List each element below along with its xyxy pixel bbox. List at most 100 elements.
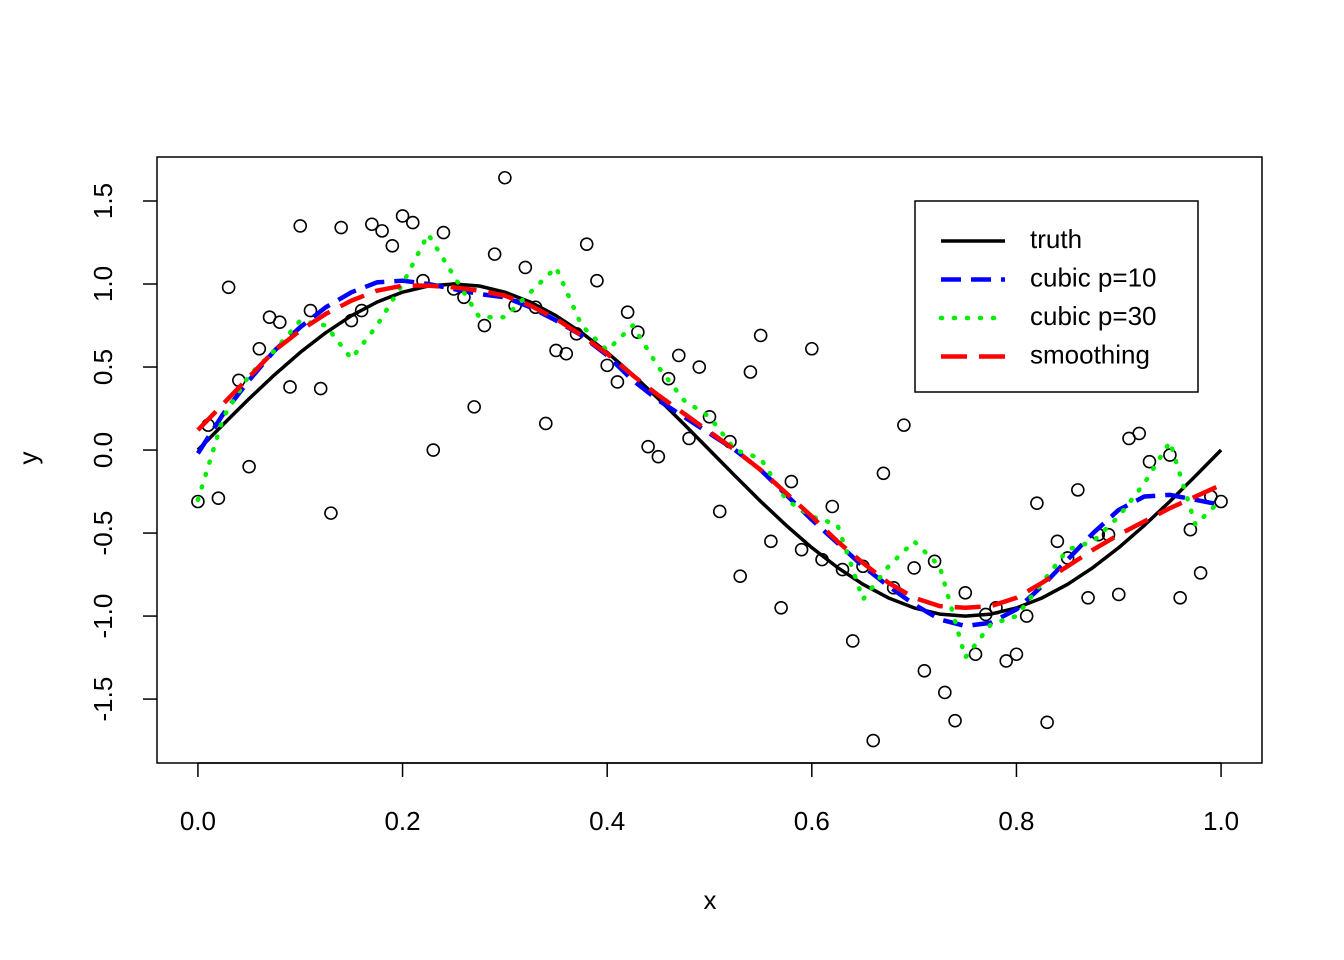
data-point [1019, 609, 1034, 623]
y-tick-label: -0.5 [88, 511, 118, 556]
x-tick-label: 1.0 [1203, 806, 1239, 836]
data-point [733, 569, 747, 584]
y-axis-title: y [13, 452, 43, 465]
legend-label: cubic p=30 [1030, 301, 1156, 331]
data-point [1050, 534, 1065, 549]
data-point [498, 170, 512, 185]
data-point [897, 418, 911, 432]
data-point [324, 506, 338, 520]
data-point [252, 341, 267, 356]
data-point [477, 318, 492, 333]
y-tick-label: -1.0 [88, 594, 118, 639]
data-point [221, 280, 236, 295]
data-point [538, 416, 553, 431]
data-point [743, 365, 758, 379]
data-point [907, 561, 921, 575]
y-tick-label: -1.5 [88, 677, 118, 722]
data-point [784, 474, 799, 489]
data-point [590, 273, 604, 288]
data-point [948, 713, 962, 728]
data-point [395, 209, 410, 223]
x-tick-label: 0.6 [794, 806, 830, 836]
data-point [938, 685, 952, 700]
data-point [375, 224, 389, 238]
data-point [1214, 494, 1228, 509]
data-point [1142, 454, 1157, 469]
data-point [365, 217, 379, 232]
data-point [661, 371, 676, 386]
data-point [1030, 496, 1044, 510]
data-point [272, 315, 287, 329]
data-point [631, 325, 645, 339]
data-point [958, 586, 973, 600]
data-point [692, 360, 707, 374]
data-point [600, 358, 614, 373]
y-tick-label: 1.0 [88, 266, 118, 302]
data-point [774, 600, 788, 615]
data-point [620, 305, 635, 320]
data-point [805, 341, 819, 356]
x-tick-label: 0.2 [384, 806, 420, 836]
data-point [866, 733, 881, 748]
data-point [334, 220, 348, 235]
y-tick-label: 0.5 [88, 349, 118, 385]
x-axis-title: x [704, 885, 717, 915]
y-tick-label: 1.5 [88, 183, 118, 219]
data-point [385, 239, 400, 253]
data-point [426, 443, 441, 457]
x-tick-label: 0.8 [998, 806, 1034, 836]
data-point [467, 400, 481, 414]
data-point [559, 346, 574, 361]
data-point [313, 381, 328, 396]
data-point [999, 654, 1014, 668]
data-point [712, 504, 727, 519]
data-point [436, 225, 451, 240]
data-point [753, 328, 768, 343]
data-point [1111, 587, 1126, 602]
data-point [876, 466, 891, 481]
data-point [487, 247, 502, 261]
data-point [579, 237, 594, 251]
data-point [283, 380, 297, 394]
data-point [835, 562, 850, 577]
data-point [845, 634, 860, 648]
data-point [1081, 591, 1095, 605]
data-point [1173, 591, 1187, 605]
data-point [825, 499, 840, 514]
data-point [1132, 426, 1147, 441]
x-tick-label: 0.0 [180, 806, 216, 836]
data-point [1071, 483, 1085, 497]
data-point [1193, 566, 1208, 580]
plot-lines [195, 231, 1224, 660]
data-point [518, 260, 533, 275]
data-point [211, 491, 226, 505]
data-point [794, 542, 809, 557]
legend-label: smoothing [1030, 339, 1150, 369]
data-point [672, 348, 686, 363]
fit-line [196, 282, 1223, 618]
fit-line [196, 278, 1222, 629]
data-point [917, 664, 932, 678]
data-point [1040, 715, 1054, 730]
y-tick-label: 0.0 [88, 432, 118, 468]
data-point [764, 534, 778, 549]
legend-label: cubic p=10 [1030, 262, 1156, 292]
legend-label: truth [1030, 224, 1082, 254]
data-point [293, 219, 308, 233]
data-point [682, 431, 696, 446]
data-point [1183, 522, 1198, 537]
data-point [968, 647, 983, 662]
data-point [610, 375, 625, 389]
data-point [191, 494, 205, 509]
data-point [405, 215, 420, 230]
data-point [1009, 647, 1024, 662]
data-point [354, 303, 369, 318]
data-point [242, 459, 256, 474]
data-point [641, 439, 655, 454]
legend-box [914, 200, 1199, 393]
data-point [651, 449, 666, 464]
data-point [702, 410, 717, 424]
data-point [303, 303, 318, 318]
data-point [927, 554, 942, 569]
